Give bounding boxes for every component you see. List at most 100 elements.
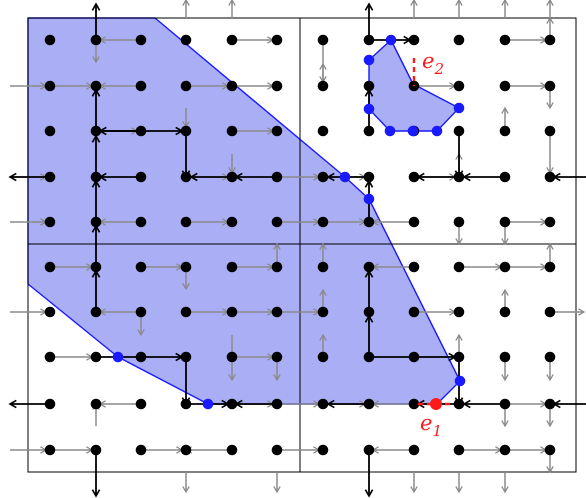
lattice-dot [317,398,329,410]
lattice-dot [180,171,192,183]
edge-e1-point [430,398,442,410]
lattice-dot [135,306,147,318]
lattice-dot [226,34,238,46]
lattice-dot [271,398,283,410]
lattice-dot [544,398,556,410]
region-vertex [384,125,396,137]
lattice-dot [499,351,511,363]
shaded-regions [27,17,461,405]
region-vertex [339,171,351,183]
lattice-dot [44,261,56,273]
lattice-dot [180,216,192,228]
lattice-dot [317,171,329,183]
lattice-dot [453,216,465,228]
lattice-dot [44,306,56,318]
lattice-dot [544,125,556,137]
cell-boundaries [27,17,577,473]
lattice-dot [44,444,56,456]
lattice-dot [317,351,329,363]
lattice-dot [180,34,192,46]
lattice-dot [317,306,329,318]
lattice-dot [271,34,283,46]
lattice-dot [226,351,238,363]
lattice-dot [363,80,375,92]
lattice-dot [544,216,556,228]
lattice-dot [408,34,420,46]
region-vertex [363,54,375,66]
lattice-dot [90,34,102,46]
lattice-dot [226,171,238,183]
lattice-dot [453,398,465,410]
lattice-dot [180,444,192,456]
lattice-dot [499,398,511,410]
region-vertex [363,103,375,115]
lattice-dot [44,125,56,137]
lattice-dot [271,351,283,363]
lattice-dot [90,351,102,363]
lattice-dot [135,216,147,228]
lattice-dot [499,306,511,318]
lattice-dot [90,306,102,318]
lattice-dot [453,261,465,273]
lattice-dot [499,444,511,456]
lattice-dot [408,171,420,183]
lattice-dots [44,34,556,456]
lattice-dot [453,34,465,46]
lattice-dot [453,444,465,456]
label-e2: e2 [422,49,444,78]
lattice-dot [408,216,420,228]
lattice-dot [499,34,511,46]
region-vertex [385,34,397,46]
lattice-dot [226,80,238,92]
large-shaded-region [27,17,461,405]
lattice-dot [44,398,56,410]
lattice-dot [363,261,375,273]
lattice-dot [363,171,375,183]
lattice-dot [453,351,465,363]
lattice-dot [135,171,147,183]
region-vertex [453,102,465,114]
lattice-dot [226,306,238,318]
lattice-dot [453,125,465,137]
lattice-dot [363,306,375,318]
lattice-dot [90,125,102,137]
lattice-dot [44,80,56,92]
lattice-dot [271,171,283,183]
region-vertex [363,193,375,205]
label-e1: e1 [420,411,442,440]
lattice-dot [90,171,102,183]
lattice-dot [453,171,465,183]
lattice-dot [90,261,102,273]
lattice-dot [499,125,511,137]
lattice-dot [135,261,147,273]
lattice-dot [408,351,420,363]
lattice-dot [180,125,192,137]
lattice-dot [363,398,375,410]
lattice-dot [180,398,192,410]
lattice-dot [180,351,192,363]
lattice-dot [135,398,147,410]
lattice-dot [226,444,238,456]
lattice-dot [180,80,192,92]
lattice-dot [271,80,283,92]
lattice-dot [135,444,147,456]
lattice-dot [408,444,420,456]
lattice-dot [226,398,238,410]
lattice-dot [544,351,556,363]
lattice-dot [135,34,147,46]
lattice-dot [271,125,283,137]
lattice-dot [363,216,375,228]
region-vertex [407,125,419,137]
lattice-dot [408,306,420,318]
lattice-dot [317,444,329,456]
lattice-dot [499,80,511,92]
region-vertex [431,125,443,137]
region-vertex [112,351,124,363]
lattice-dot [44,351,56,363]
lattice-dot [135,80,147,92]
lattice-dot [499,171,511,183]
lattice-dot [226,261,238,273]
lattice-dot [363,125,375,137]
lattice-dot [90,444,102,456]
lattice-dot [363,351,375,363]
